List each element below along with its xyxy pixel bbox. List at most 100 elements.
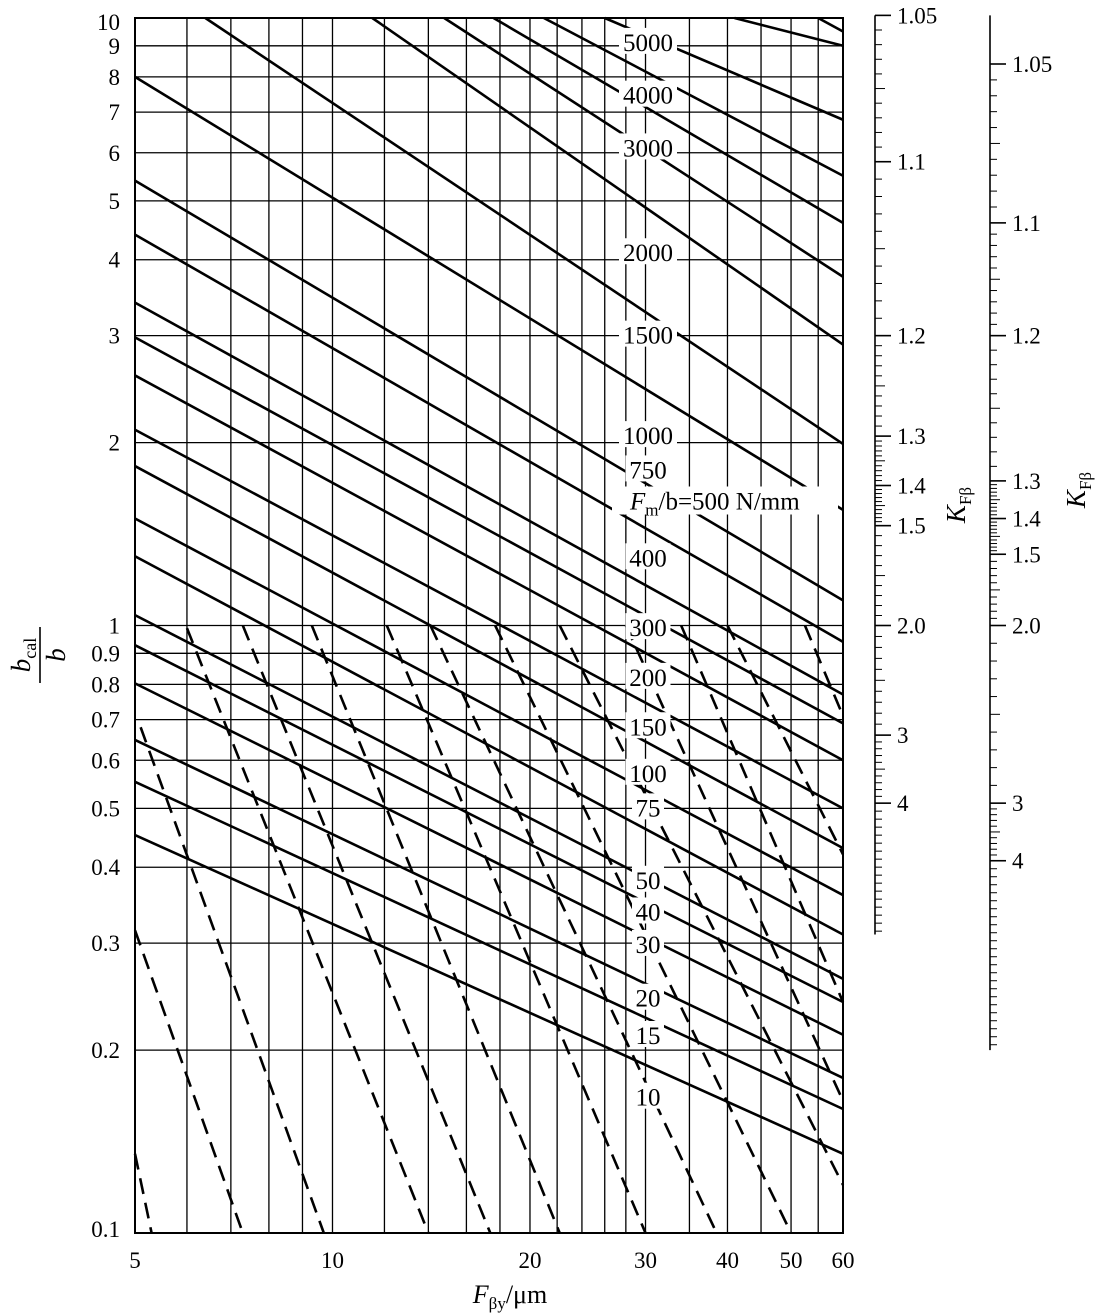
load-curve xyxy=(134,301,844,696)
k-axis-title-text: KFβ xyxy=(941,487,975,524)
k-tick-label: 4 xyxy=(1012,849,1024,874)
load-curve xyxy=(734,16,844,48)
k-f-beta-scales: 1.05 1.1 1.2 1.3 1.4 1.5 2.0 3 4 KFβ 1.05 1.1 1.2 1.3… xyxy=(874,3,1095,1051)
curve-label-bg xyxy=(632,1082,664,1109)
x-tick-label: 5 xyxy=(129,1248,141,1273)
y-tick-label: 0.2 xyxy=(91,1038,120,1063)
curve-label: 30 xyxy=(636,932,661,959)
curve-label-bg xyxy=(625,543,671,570)
curve-label: 20 xyxy=(636,986,661,1013)
k-tick-label: 1.4 xyxy=(897,474,926,499)
y-tick-label: 5 xyxy=(109,189,121,214)
k-tick-label: 1.5 xyxy=(897,514,926,539)
curve-label: 2000 xyxy=(623,240,673,267)
curve-label: 15 xyxy=(636,1023,661,1050)
curve-label-bg xyxy=(625,455,671,482)
load-curve xyxy=(134,179,844,602)
k-tick-label: 1.1 xyxy=(1012,211,1041,236)
y-tick-label: 0.1 xyxy=(91,1217,120,1242)
k-tick-label: 1.2 xyxy=(1012,324,1041,349)
k-tick-label: 3 xyxy=(897,723,909,748)
curve-label-bg xyxy=(619,27,677,54)
load-curves xyxy=(134,16,844,1156)
k-tick-label: 1.1 xyxy=(897,150,926,175)
k-axis-title: KFβ xyxy=(1061,472,1095,509)
y-tick-label: 0.8 xyxy=(91,672,120,697)
k-tick-label: 1.2 xyxy=(897,324,926,349)
curve-label: 300 xyxy=(629,615,667,642)
k-tick-label: 1.3 xyxy=(897,424,926,449)
x-tick-label: 30 xyxy=(634,1248,657,1273)
y-tick-label: 1 xyxy=(109,614,121,639)
load-curve xyxy=(134,780,844,1111)
curve-label-bg xyxy=(619,80,677,107)
curve-label-bg xyxy=(619,133,677,160)
k-tick-label: 2.0 xyxy=(897,614,926,639)
curve-label: 50 xyxy=(636,868,661,895)
curve-label: 10 xyxy=(636,1085,661,1112)
load-curve xyxy=(134,613,844,981)
y-axis-title-denominator: b xyxy=(41,648,71,662)
axis-tick-labels: 5 10 20 30 40 50 60 0.1 0.2 0.3 0.4 0.5 0.6 0.7 0.8 0.9… xyxy=(91,10,854,1273)
load-curve xyxy=(134,517,844,897)
dashed-guide-line xyxy=(624,624,845,1102)
dashed-guide-line xyxy=(385,624,647,1234)
dashed-guide-line xyxy=(133,1153,153,1234)
dashed-guide-line xyxy=(558,624,845,1186)
y-tick-label: 9 xyxy=(109,34,121,59)
y-tick-label: 7 xyxy=(109,100,121,125)
curve-label: 200 xyxy=(629,665,667,692)
series-unit-label: Fm/b=500 N/mm xyxy=(629,488,800,519)
k-tick-label: 3 xyxy=(1012,791,1024,816)
y-tick-label: 4 xyxy=(109,248,121,273)
curve-label-bg xyxy=(625,758,671,785)
curve-label-bg xyxy=(625,712,671,739)
curve-label: 3000 xyxy=(623,135,673,162)
load-curve xyxy=(134,336,844,725)
curve-label-bg xyxy=(632,897,664,924)
curve-label: 40 xyxy=(636,899,661,926)
curve-label-bg xyxy=(619,320,677,347)
dashed-guide-lines xyxy=(133,624,845,1234)
load-curve xyxy=(371,16,844,346)
k-tick-label: 1.3 xyxy=(1012,469,1041,494)
curve-label-bg xyxy=(625,662,671,689)
k-tick-label: 1.5 xyxy=(1012,542,1041,567)
dashed-guide-line xyxy=(494,624,793,1234)
axis-titles: Fβy/μm bcal b xyxy=(6,627,547,1313)
dashed-guide-line xyxy=(679,624,845,1003)
k-tick-label: 4 xyxy=(897,791,909,816)
curve-label-bg xyxy=(625,613,671,640)
y-tick-label: 3 xyxy=(109,324,121,349)
curve-label: 1500 xyxy=(623,323,673,350)
y-tick-label: 2 xyxy=(109,431,121,456)
k-axis-title: KFβ xyxy=(941,487,975,524)
y-axis-title: bcal b xyxy=(6,627,71,683)
y-tick-label: 0.3 xyxy=(91,931,120,956)
grid-lines xyxy=(134,17,844,1234)
dashed-guide-line xyxy=(133,929,245,1234)
load-curve xyxy=(134,555,844,936)
k-tick-label: 1.4 xyxy=(1012,507,1041,532)
x-tick-label: 60 xyxy=(832,1248,855,1273)
k-tick-label: 2.0 xyxy=(1012,614,1041,639)
curve-labels: 10 15 20 30 40 50 75 100 150 200 300 400 750 1000 1500… xyxy=(612,27,838,1112)
load-curve xyxy=(492,16,844,224)
curve-label-bg xyxy=(632,983,664,1010)
load-curve xyxy=(134,75,844,511)
x-tick-label: 50 xyxy=(780,1248,803,1273)
load-curve xyxy=(134,644,844,1004)
dashed-guide-line xyxy=(803,624,845,717)
load-curve xyxy=(134,682,844,1036)
load-curve xyxy=(543,16,844,177)
curve-label-bg xyxy=(619,421,677,448)
load-curve xyxy=(134,428,844,810)
dashed-guide-line xyxy=(429,624,718,1234)
y-tick-label: 0.4 xyxy=(91,855,120,880)
curve-label: 100 xyxy=(629,761,667,788)
load-curve xyxy=(204,16,844,446)
unit-label-bg xyxy=(612,486,838,515)
curve-label-bg xyxy=(632,1020,664,1047)
dashed-guide-line xyxy=(185,627,430,1234)
